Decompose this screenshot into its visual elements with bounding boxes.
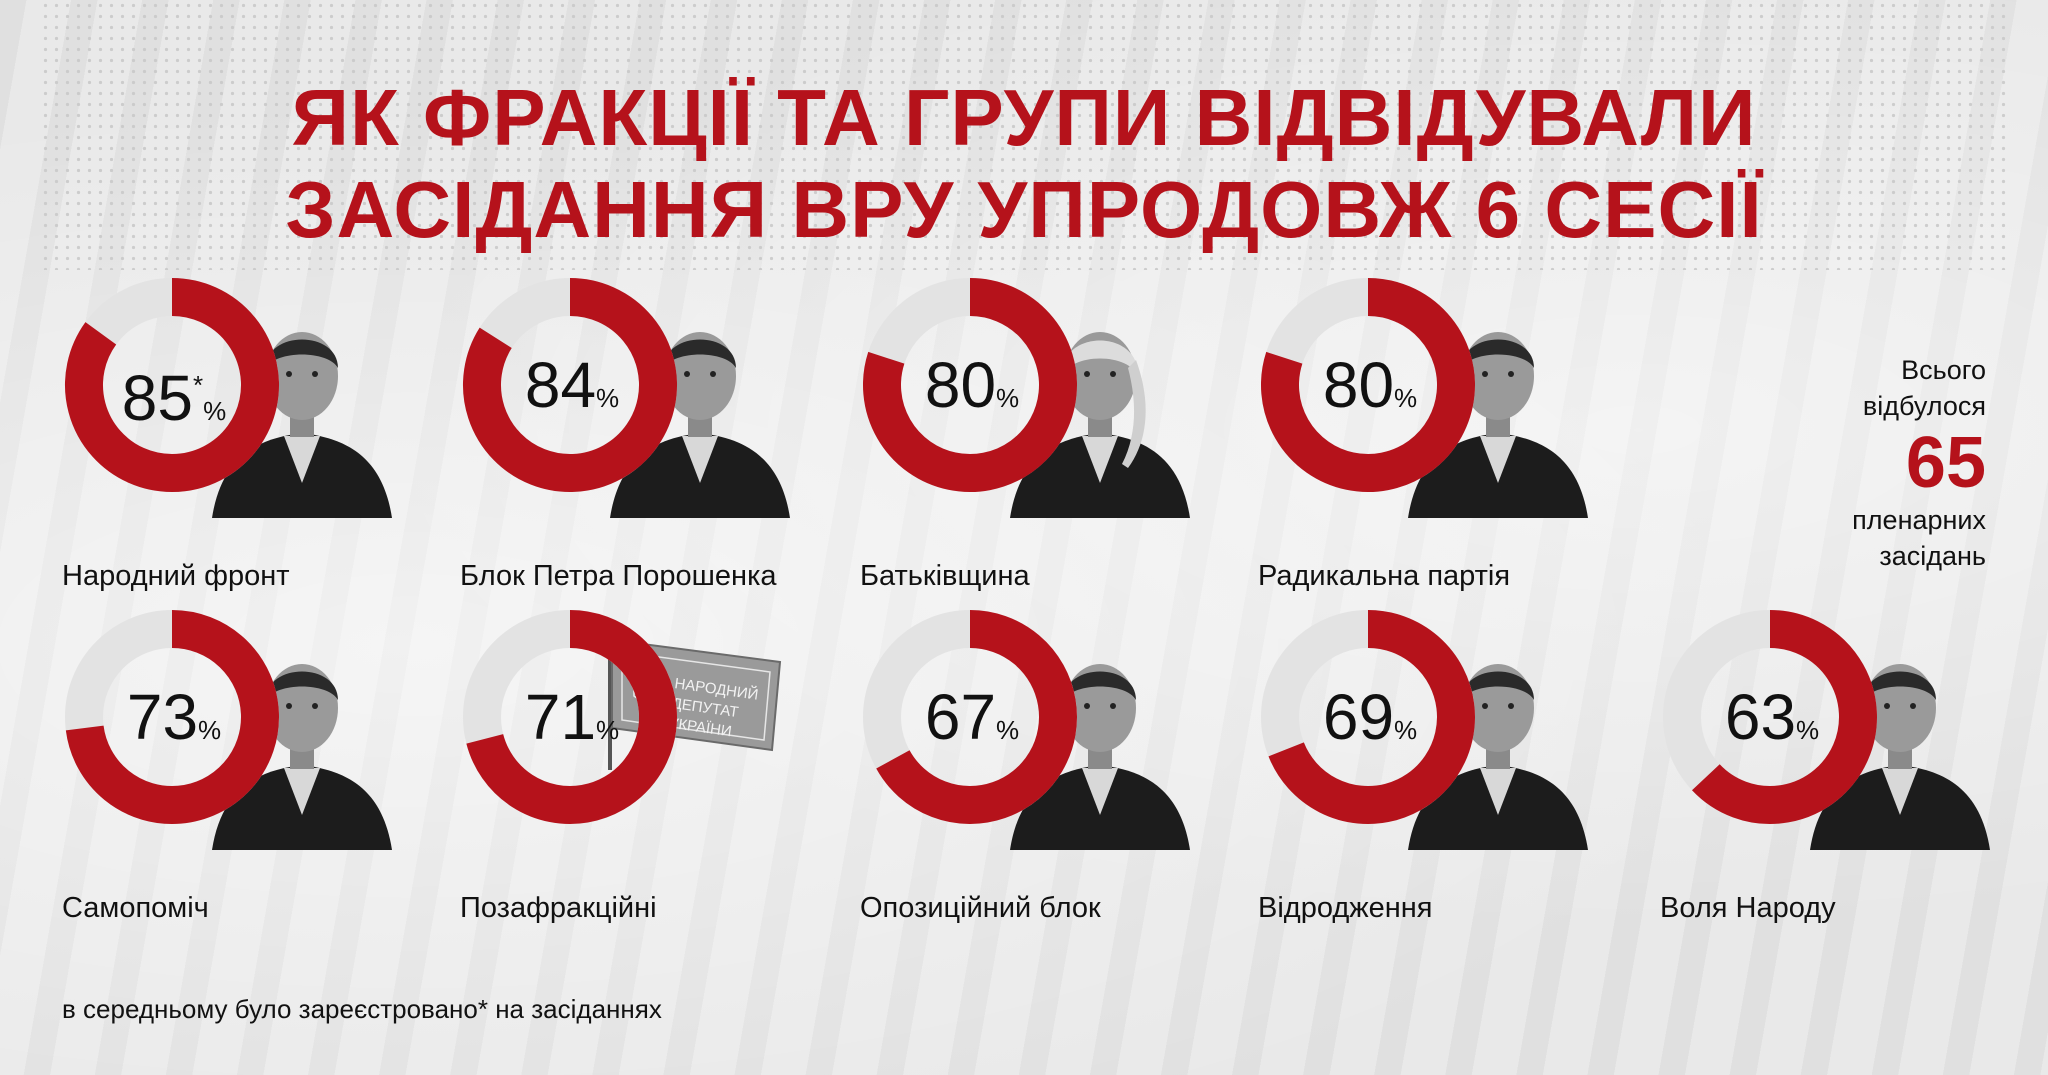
percent-value: 84%	[472, 353, 672, 430]
portrait-man	[1810, 664, 1990, 850]
percent-value: 80%	[872, 353, 1072, 430]
donut-ring	[463, 278, 677, 492]
percent-value: 73%	[74, 685, 274, 762]
faction-label: Відродження	[1258, 892, 1433, 924]
donut-arc	[1261, 278, 1475, 492]
faction-label: Позафракційні	[460, 892, 657, 924]
donut-ring	[863, 610, 1077, 824]
percent-number: 85	[121, 362, 193, 434]
percent-number: 63	[1724, 681, 1797, 753]
percent-number: 73	[126, 681, 199, 753]
donut-arc	[1692, 610, 1877, 824]
donut-arc	[65, 278, 279, 492]
total-line-1: Всього	[1901, 355, 1986, 385]
dot-pattern	[40, 0, 2008, 270]
title-line-1: ЯК ФРАКЦІЇ ТА ГРУПИ ВІДВІДУВАЛИ	[291, 73, 1757, 162]
portrait-man	[1408, 664, 1588, 850]
portrait-man	[610, 332, 790, 518]
portrait-man	[1408, 332, 1588, 518]
faction-label: Радикальна партія	[1258, 560, 1511, 592]
portrait-frame	[1810, 664, 1990, 850]
footnote: в середньому було зареєстровано* на засі…	[62, 994, 662, 1024]
donut-arc	[466, 610, 677, 824]
faction-label: Воля Народу	[1660, 892, 1836, 924]
donut-arc	[876, 610, 1077, 824]
percent-value: 69%	[1270, 685, 1470, 762]
percent-unit: %	[198, 715, 222, 745]
portrait-frame	[1408, 332, 1588, 518]
portrait-man	[1010, 664, 1190, 850]
percent-unit: %	[203, 396, 227, 426]
percent-number: 71	[524, 681, 597, 753]
portrait-frame	[1010, 332, 1190, 518]
faction-label: Народний фронт	[62, 560, 290, 592]
total-line-4: засідань	[1879, 541, 1986, 571]
donut-ring	[65, 610, 279, 824]
percent-value: 85*%	[74, 353, 274, 443]
total-line-2: відбулося	[1862, 391, 1986, 421]
percent-unit: %	[996, 383, 1020, 413]
portrait-frame	[610, 332, 790, 518]
total-line-3: пленарних	[1852, 505, 1986, 535]
percent-unit: %	[996, 715, 1020, 745]
title-line-2: ЗАСІДАННЯ ВРУ УПРОДОВЖ 6 СЕСІЇ	[285, 165, 1763, 254]
donut-arc	[463, 278, 677, 492]
faction-label: Опозиційний блок	[860, 892, 1101, 924]
percent-unit: %	[1394, 383, 1418, 413]
donut-ring	[1663, 610, 1877, 824]
donut-ring	[463, 610, 677, 824]
donut-arc	[863, 278, 1077, 492]
percent-unit: %	[1394, 715, 1418, 745]
total-value: 65	[1905, 423, 1986, 503]
portrait-frame	[1408, 664, 1588, 850]
footnote-mark: *	[192, 370, 204, 400]
donut-ring	[1261, 278, 1475, 492]
percent-value: 67%	[872, 685, 1072, 762]
donut-arc	[1268, 610, 1475, 824]
chart-title: ЯК ФРАКЦІЇ ТА ГРУПИ ВІДВІДУВАЛИ ЗАСІДАНН…	[0, 72, 2048, 256]
portrait-man	[212, 664, 392, 850]
faction-label: Батьківщина	[860, 560, 1030, 592]
percent-value: 71%	[472, 685, 672, 762]
portrait-frame	[212, 332, 392, 518]
total-sessions: Всього відбулося 65 пленарних засідань	[1852, 352, 1986, 574]
portrait-frame	[1010, 664, 1190, 850]
percent-value: 80%	[1270, 353, 1470, 430]
percent-number: 80	[1322, 349, 1395, 421]
faction-label: Блок Петра Порошенка	[460, 560, 777, 592]
percent-unit: %	[596, 383, 620, 413]
percent-number: 69	[1322, 681, 1395, 753]
portrait-man	[212, 332, 392, 518]
portrait-frame	[212, 664, 392, 850]
percent-unit: %	[1796, 715, 1820, 745]
percent-number: 80	[924, 349, 997, 421]
percent-number: 67	[924, 681, 997, 753]
portrait-woman	[1010, 332, 1190, 518]
percent-unit: %	[596, 715, 620, 745]
donut-ring	[65, 278, 279, 492]
donut-ring	[1261, 610, 1475, 824]
percent-value: 63%	[1672, 685, 1872, 762]
donut-ring	[863, 278, 1077, 492]
faction-label: Самопоміч	[62, 892, 209, 924]
percent-number: 84	[524, 349, 597, 421]
donut-arc	[65, 610, 279, 824]
